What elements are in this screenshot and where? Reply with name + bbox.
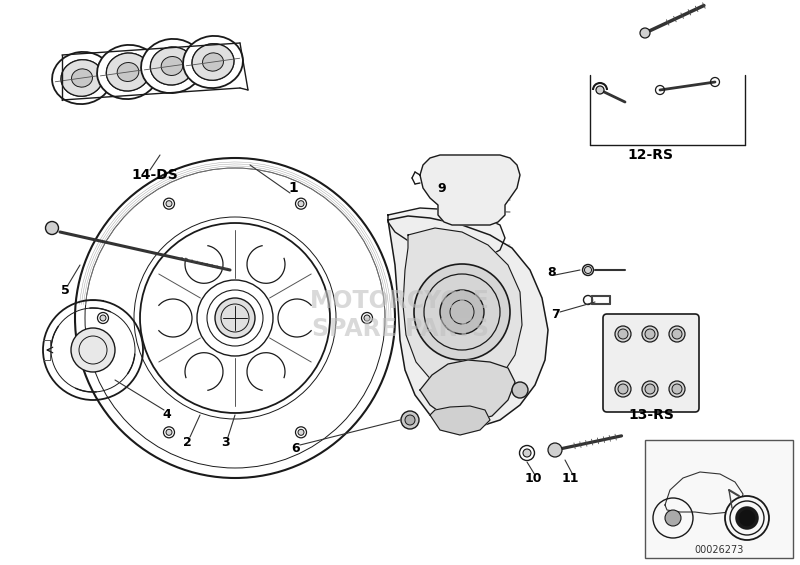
Text: 12-RS: 12-RS [627,148,673,162]
Circle shape [672,384,682,394]
Circle shape [523,449,531,457]
Ellipse shape [192,44,234,80]
Circle shape [725,496,769,540]
Text: 1: 1 [288,181,298,195]
Circle shape [298,201,304,207]
Ellipse shape [161,56,183,76]
Text: 11: 11 [562,472,578,485]
Text: 14-DS: 14-DS [132,168,178,182]
Circle shape [640,28,650,38]
Text: 2: 2 [182,436,191,449]
Text: 3: 3 [221,436,230,449]
Circle shape [405,415,415,425]
Circle shape [672,329,682,339]
Circle shape [414,264,510,360]
Text: 7: 7 [552,308,560,321]
Circle shape [642,326,658,342]
Bar [645,440,793,558]
Text: 9: 9 [438,181,446,194]
Circle shape [642,381,658,397]
Text: 4: 4 [162,408,171,421]
Polygon shape [430,406,490,435]
Ellipse shape [61,60,103,96]
Circle shape [548,443,562,457]
Circle shape [166,429,172,435]
Circle shape [401,411,419,429]
Circle shape [615,326,631,342]
Text: 10: 10 [524,472,542,485]
Circle shape [645,384,655,394]
Circle shape [665,510,681,526]
Circle shape [100,315,106,321]
Polygon shape [420,155,520,225]
Polygon shape [403,228,522,392]
Ellipse shape [117,63,139,81]
Ellipse shape [141,39,203,93]
Circle shape [669,326,685,342]
Ellipse shape [97,45,159,99]
Circle shape [298,429,304,435]
FancyBboxPatch shape [603,314,699,412]
Circle shape [618,384,628,394]
Circle shape [615,381,631,397]
Text: 6: 6 [292,442,300,455]
Text: 8: 8 [548,266,556,279]
Text: 5: 5 [61,284,70,297]
Polygon shape [420,360,515,422]
Text: 13-RS: 13-RS [628,408,674,422]
Text: MOTORCYCLE
SPARE PARTS: MOTORCYCLE SPARE PARTS [310,289,490,341]
Ellipse shape [71,69,93,87]
Circle shape [71,328,115,372]
Ellipse shape [150,47,194,85]
Polygon shape [388,208,505,262]
Ellipse shape [106,53,150,91]
Circle shape [582,264,594,276]
Circle shape [737,508,757,528]
Circle shape [46,221,58,234]
Ellipse shape [52,52,112,104]
Circle shape [669,381,685,397]
Ellipse shape [183,36,243,88]
Circle shape [166,201,172,207]
Ellipse shape [202,53,223,71]
Circle shape [364,315,370,321]
Circle shape [596,86,604,94]
Circle shape [618,329,628,339]
Circle shape [215,298,255,338]
Text: 00026273: 00026273 [694,545,744,555]
Circle shape [645,329,655,339]
Polygon shape [388,216,548,428]
Circle shape [440,290,484,334]
Circle shape [512,382,528,398]
